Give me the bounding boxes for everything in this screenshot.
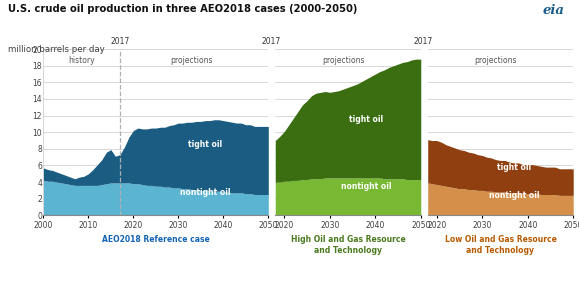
Text: nontight oil: nontight oil: [341, 182, 391, 191]
Text: U.S. crude oil production in three AEO2018 cases (2000-2050): U.S. crude oil production in three AEO20…: [8, 4, 357, 14]
Text: projections: projections: [171, 56, 213, 65]
Text: tight oil: tight oil: [188, 140, 222, 149]
Text: nontight oil: nontight oil: [489, 191, 540, 200]
Text: 2017: 2017: [110, 37, 130, 46]
Text: tight oil: tight oil: [349, 115, 383, 124]
Text: projections: projections: [322, 56, 365, 65]
Text: tight oil: tight oil: [497, 163, 531, 172]
X-axis label: High Oil and Gas Resource
and Technology: High Oil and Gas Resource and Technology: [291, 236, 405, 255]
Text: million barrels per day: million barrels per day: [8, 45, 104, 54]
X-axis label: AEO2018 Reference case: AEO2018 Reference case: [102, 236, 210, 244]
Text: projections: projections: [475, 56, 517, 65]
Text: eia: eia: [543, 4, 565, 17]
Text: 2017: 2017: [261, 37, 280, 46]
Text: nontight oil: nontight oil: [180, 188, 230, 197]
Text: 2017: 2017: [413, 37, 433, 46]
X-axis label: Low Oil and Gas Resource
and Technology: Low Oil and Gas Resource and Technology: [445, 236, 556, 255]
Text: history: history: [68, 56, 95, 65]
